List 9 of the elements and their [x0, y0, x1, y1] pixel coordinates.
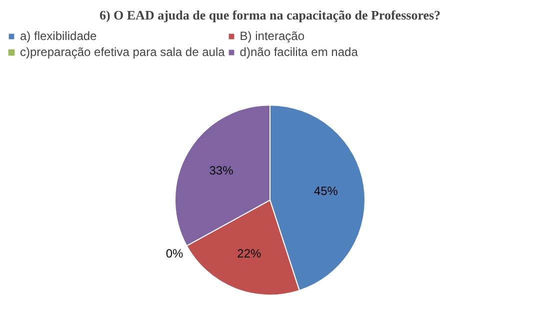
chart-title: 6) O EAD ajuda de que forma na capacitação de Professores?	[99, 8, 441, 22]
legend-label: a) flexibilidade	[20, 29, 97, 43]
legend-label: B) interação	[240, 29, 304, 43]
legend-label: d)não facilita em nada	[240, 45, 358, 59]
data-label: 33%	[209, 164, 234, 178]
data-label: 45%	[314, 184, 338, 198]
data-label: 22%	[237, 246, 262, 261]
text: 0%	[166, 246, 184, 261]
legend-label: c)preparação efetiva para sala de aula	[20, 45, 225, 59]
